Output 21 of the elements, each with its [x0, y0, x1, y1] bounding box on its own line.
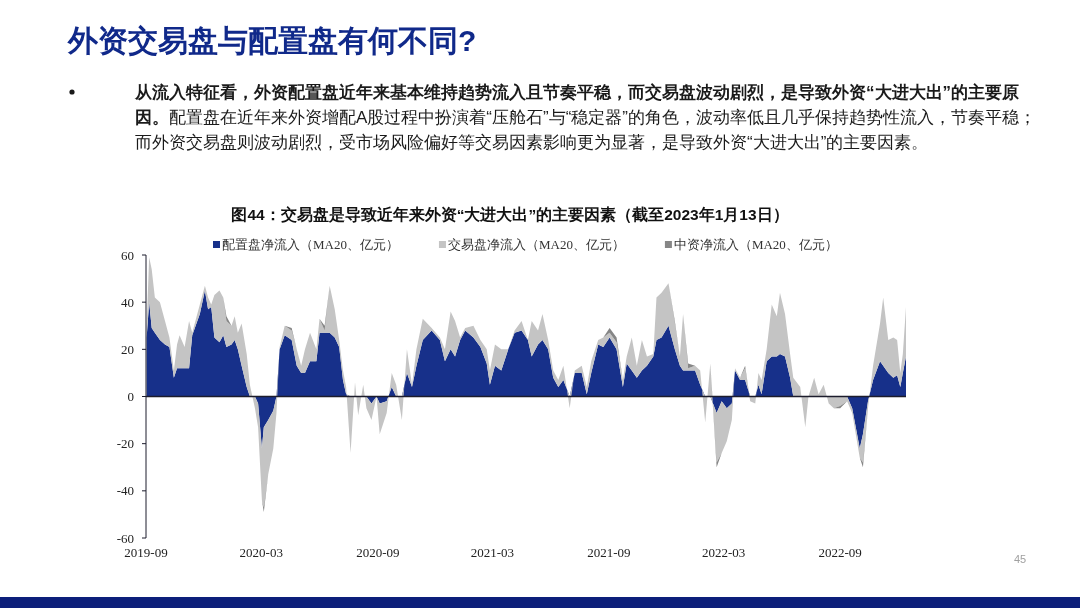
y-tick-label: 40	[121, 294, 134, 310]
x-tick-label: 2021-03	[470, 545, 515, 560]
y-tick-label: -40	[116, 483, 134, 499]
x-tick-label: 2021-09	[587, 545, 631, 560]
x-tick-label: 2022-03	[701, 545, 746, 560]
x-tick-label: 2022-09	[818, 545, 862, 560]
x-tick-label: 2019-09	[124, 545, 168, 560]
y-tick-label: 20	[121, 341, 134, 357]
chart-subtitle: 图44：交易盘是导致近年来外资“大进大出”的主要因素（截至2023年1月13日）	[231, 205, 789, 224]
legend-label: 配置盘净流入（MA20、亿元）	[222, 237, 399, 252]
text: 从流入特征看，外资配置盘近年来基本维持趋势流入且节奏平稳，而交易盘波动剧烈，是导致外资“大进大出”的主要原因。配置盘在近年来外资增配A股过程中扮演着“压舱石”与“稳定器”的角色，波动率低且几乎保持趋势性流入，节奏平稳；而外资交易盘则波动剧烈，受市场风险偏好等交易因素影响更为显著，是导致外资“大进大出”的主要因素。	[135, 83, 1036, 152]
y-tick-label: 0	[127, 389, 134, 404]
x-tick-label: 2020-03	[239, 545, 283, 560]
y-tick-label: 60	[121, 247, 134, 263]
x-tick-label: 2020-09	[356, 545, 400, 560]
y-tick-label: -60	[116, 530, 134, 546]
text: 45	[1013, 553, 1027, 565]
legend-label: 中资净流入（MA20、亿元）	[673, 237, 838, 252]
legend-label: 交易盘净流入（MA20、亿元）	[447, 237, 625, 252]
chart-title: 外资交易盘与配置盘有何不同?	[68, 23, 477, 59]
y-tick-label: -20	[116, 436, 134, 452]
